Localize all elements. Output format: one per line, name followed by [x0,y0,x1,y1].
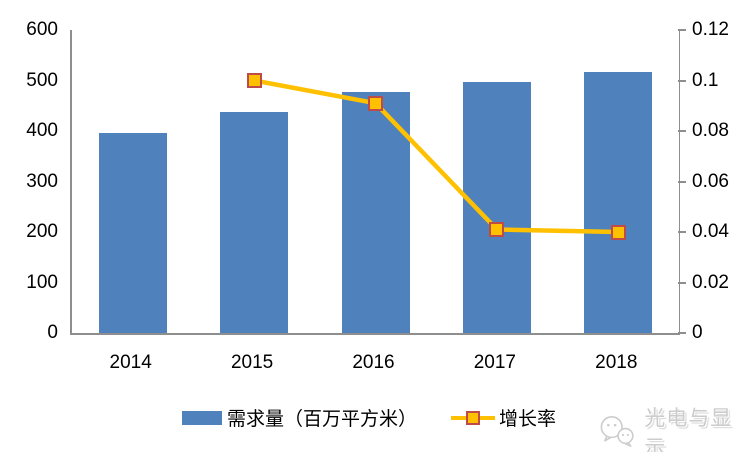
left-axis-label-100: 100 [26,271,58,293]
legend-growth-label: 增长率 [499,409,557,430]
left-axis-label-500: 500 [26,69,58,91]
bar-2015 [220,112,289,333]
left-axis-label-400: 400 [26,120,58,141]
x-axis-label-2014: 2014 [109,352,152,373]
right-axis-label-0: 0 [692,322,703,343]
growth-line [253,78,619,235]
watermark-text: 光电与显示 [644,407,733,452]
growth-marker-icon [466,410,481,425]
growth-marker-2018 [610,224,626,240]
right-axis-label-0.02: 0.02 [692,271,729,293]
x-axis-label-2018: 2018 [595,352,638,373]
x-axis-label-2016: 2016 [352,352,395,373]
bar-2018 [584,71,653,333]
growth-marker-2016 [368,95,383,111]
growth-marker-2017 [489,221,505,237]
legend-demand-label: 需求量（百万平方米） [227,409,418,430]
right-axis-label-0.06: 0.06 [692,170,729,192]
demand-swatch-icon [182,410,222,425]
left-axis-label-600: 600 [26,19,58,40]
right-axis-tick-0.04 [678,231,686,233]
right-axis-label-0.1: 0.1 [692,69,719,91]
x-axis-label-2017: 2017 [473,352,517,373]
right-axis-label-0.08: 0.08 [692,120,729,141]
bar-2014 [98,132,167,333]
left-axis-label-0: 0 [47,322,58,343]
right-axis-tick-0.06 [678,180,686,183]
wechat-bubbles-icon [600,416,634,447]
growth-line-layer [253,78,619,235]
bar-2016 [341,92,410,333]
x-axis-label-2015: 2015 [230,352,274,373]
growth-line-icon [451,410,496,426]
right-axis-tick-0.02 [678,281,686,284]
left-axis-label-200: 200 [26,221,58,242]
plot-area [70,30,680,335]
legend-item-demand: 需求量（百万平方米） [182,404,417,431]
growth-marker-2015 [246,73,262,88]
right-axis-tick-0.12 [678,29,686,31]
legend-item-growth: 增长率 [451,404,556,431]
right-axis-tick-0.08 [678,130,686,132]
left-axis-label-300: 300 [26,170,58,192]
right-axis-tick-0.1 [678,79,686,82]
right-axis-label-0.12: 0.12 [692,19,729,40]
watermark: 光电与显示 [598,402,752,452]
right-axis-tick-0 [678,332,686,334]
right-axis-label-0.04: 0.04 [692,221,729,242]
legend: 需求量（百万平方米） 增长率 [182,404,556,431]
